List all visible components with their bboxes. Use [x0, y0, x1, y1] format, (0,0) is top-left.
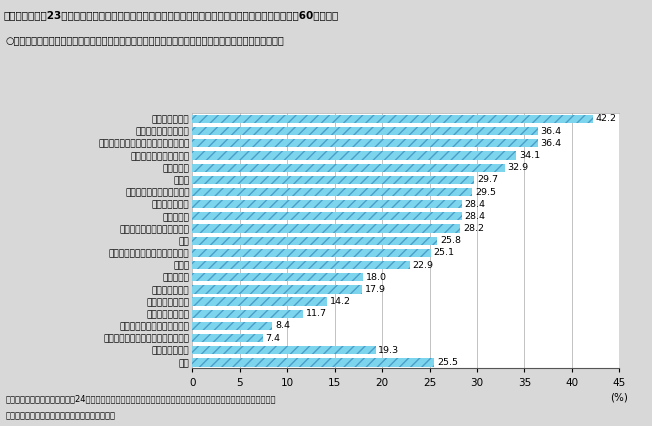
Bar — [192, 297, 327, 306]
Bar — [192, 236, 437, 245]
Text: 第２－（２）－23図　　産業別転職経験が２回以上の者が占める割合（役員又は正規の職員・従業員、60歳未満）: 第２－（２）－23図 産業別転職経験が２回以上の者が占める割合（役員又は正規の職… — [3, 10, 338, 20]
Text: 19.3: 19.3 — [378, 346, 400, 355]
Bar — [192, 273, 363, 281]
Text: 25.8: 25.8 — [440, 236, 461, 245]
Text: 7.4: 7.4 — [265, 334, 280, 343]
Bar — [192, 176, 474, 184]
Bar — [192, 164, 505, 172]
Text: 42.2: 42.2 — [596, 115, 617, 124]
Bar — [192, 334, 263, 342]
Bar — [192, 358, 434, 366]
Text: (%): (%) — [610, 393, 629, 403]
Bar — [192, 212, 462, 221]
Text: 25.5: 25.5 — [437, 358, 458, 367]
Text: ○　運輸業，郵便業，不動産業，物品賃貸業などで転職経験が２回以上の者が占める割合が比較的高い。: ○ 運輸業，郵便業，不動産業，物品賃貸業などで転職経験が２回以上の者が占める割合… — [5, 35, 284, 45]
Text: 32.9: 32.9 — [507, 163, 529, 172]
Text: 29.7: 29.7 — [477, 176, 498, 184]
Bar — [192, 225, 460, 233]
Text: 11.7: 11.7 — [306, 309, 327, 318]
Text: 14.2: 14.2 — [330, 297, 351, 306]
Text: 25.1: 25.1 — [434, 248, 454, 257]
Bar — [192, 285, 363, 294]
Text: 8.4: 8.4 — [275, 321, 290, 331]
Bar — [192, 139, 538, 147]
Bar — [192, 188, 472, 196]
Text: 36.4: 36.4 — [541, 139, 562, 148]
Text: 29.5: 29.5 — [475, 187, 496, 196]
Bar — [192, 346, 376, 354]
Bar — [192, 151, 516, 160]
Bar — [192, 310, 303, 318]
Bar — [192, 249, 430, 257]
Text: 28.2: 28.2 — [463, 224, 484, 233]
Text: 36.4: 36.4 — [541, 127, 562, 135]
Text: （注）　現職、前職以外が初職である者の割合。: （注） 現職、前職以外が初職である者の割合。 — [5, 411, 115, 420]
Text: 17.9: 17.9 — [365, 285, 386, 294]
Text: 資料出所　総務省統計局「平成24年就業構造基本調査」の調査票情報を厚生労働省労働政策担当参事官室にて独自集計: 資料出所 総務省統計局「平成24年就業構造基本調査」の調査票情報を厚生労働省労働… — [5, 394, 276, 403]
Bar — [192, 322, 272, 330]
Text: 34.1: 34.1 — [519, 151, 540, 160]
Bar — [192, 200, 462, 208]
Text: 28.4: 28.4 — [465, 200, 486, 209]
Bar — [192, 127, 538, 135]
Text: 18.0: 18.0 — [366, 273, 387, 282]
Bar — [192, 261, 409, 269]
Text: 28.4: 28.4 — [465, 212, 486, 221]
Bar — [192, 115, 593, 123]
Text: 22.9: 22.9 — [413, 261, 434, 270]
